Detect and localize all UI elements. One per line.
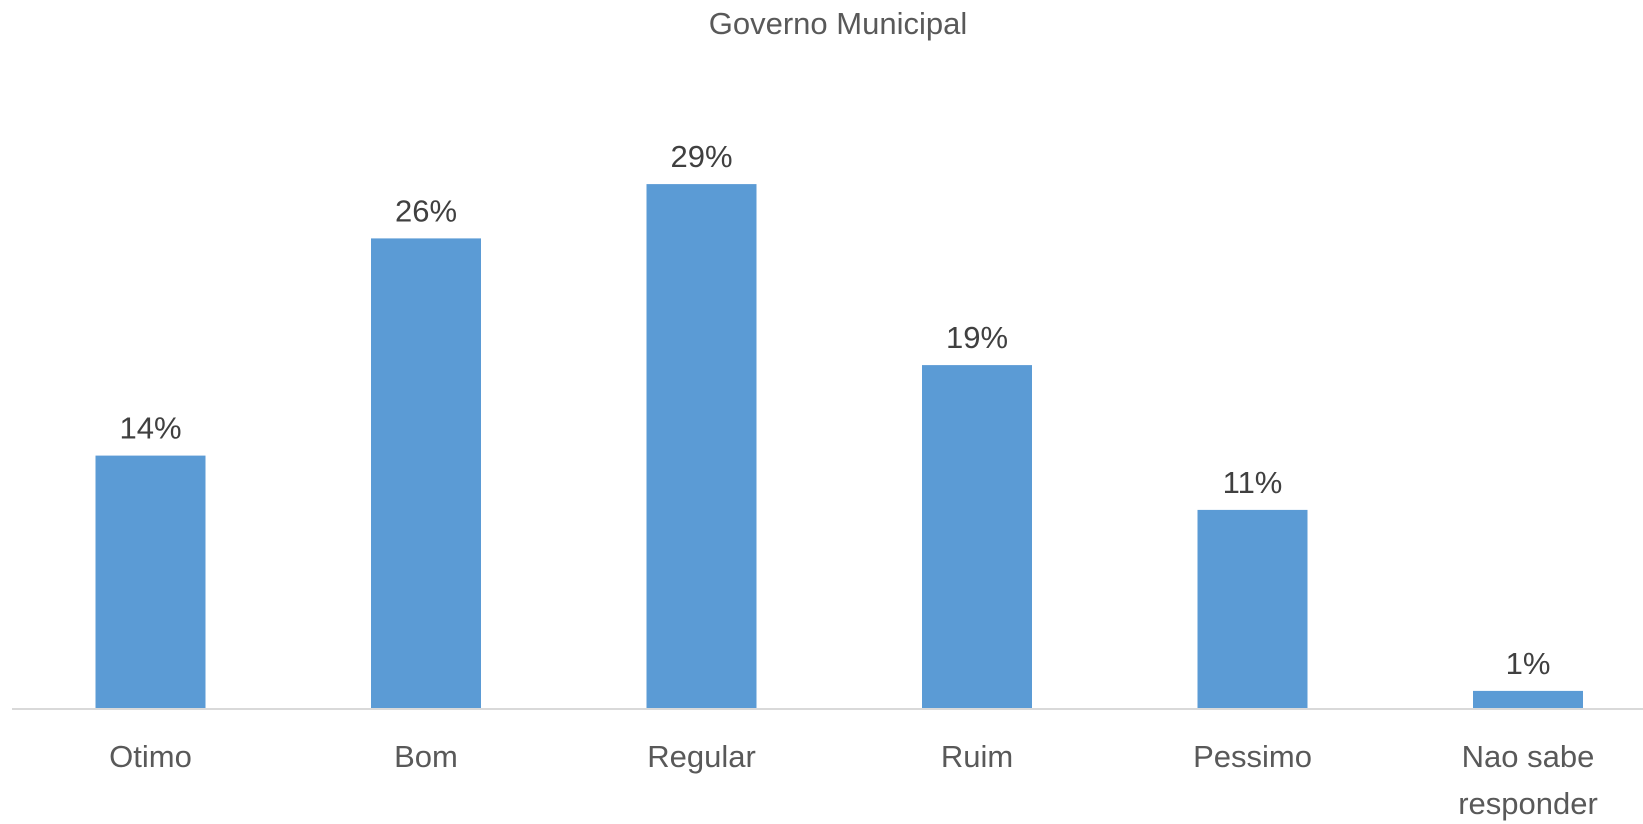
bar-otimo xyxy=(95,455,206,709)
category-label: Ruim xyxy=(941,739,1013,774)
bar-nao-sabe-responder xyxy=(1473,690,1583,709)
bar-ruim xyxy=(922,365,1032,709)
data-label: 11% xyxy=(1223,465,1283,500)
data-label: 1% xyxy=(1506,646,1551,681)
bar-pessimo xyxy=(1197,509,1308,709)
category-label: Regular xyxy=(647,739,756,774)
category-label: Nao sabe responder xyxy=(1458,739,1598,821)
bars-group xyxy=(95,184,1583,710)
chart-title: Governo Municipal xyxy=(709,6,967,41)
data-label: 29% xyxy=(670,139,732,174)
data-label: 14% xyxy=(119,411,181,446)
bar-bom xyxy=(371,238,481,709)
category-label: Otimo xyxy=(109,739,192,774)
bar-regular xyxy=(646,184,757,710)
data-label: 26% xyxy=(395,193,457,228)
category-labels-group: Otimo Bom Regular Ruim Pessimo Nao sabe respon… xyxy=(109,739,1598,821)
data-labels-group: 14% 26% 29% 19% 11% 1% xyxy=(119,139,1550,681)
data-label: 19% xyxy=(946,320,1008,355)
category-label: Bom xyxy=(394,739,458,774)
category-label: Pessimo xyxy=(1193,739,1312,774)
